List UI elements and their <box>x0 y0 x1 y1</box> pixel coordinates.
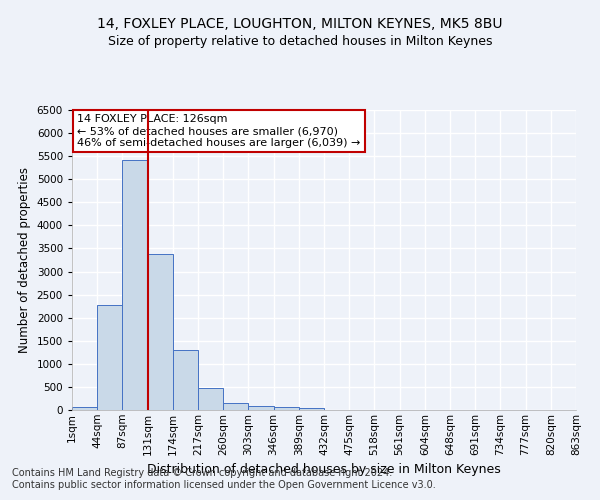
Bar <box>198 388 223 410</box>
Y-axis label: Number of detached properties: Number of detached properties <box>18 167 31 353</box>
Bar <box>274 407 299 410</box>
Bar <box>72 407 97 410</box>
Bar <box>122 160 148 410</box>
Bar <box>248 406 274 410</box>
Text: Contains public sector information licensed under the Open Government Licence v3: Contains public sector information licen… <box>12 480 436 490</box>
Bar <box>173 350 198 410</box>
Bar <box>223 402 248 410</box>
Text: Contains HM Land Registry data © Crown copyright and database right 2024.: Contains HM Land Registry data © Crown c… <box>12 468 392 477</box>
Text: 14, FOXLEY PLACE, LOUGHTON, MILTON KEYNES, MK5 8BU: 14, FOXLEY PLACE, LOUGHTON, MILTON KEYNE… <box>97 18 503 32</box>
X-axis label: Distribution of detached houses by size in Milton Keynes: Distribution of detached houses by size … <box>147 463 501 476</box>
Bar <box>97 305 122 410</box>
Bar <box>299 408 324 410</box>
Bar <box>148 254 173 410</box>
Text: Size of property relative to detached houses in Milton Keynes: Size of property relative to detached ho… <box>108 35 492 48</box>
Text: 14 FOXLEY PLACE: 126sqm
← 53% of detached houses are smaller (6,970)
46% of semi: 14 FOXLEY PLACE: 126sqm ← 53% of detache… <box>77 114 361 148</box>
